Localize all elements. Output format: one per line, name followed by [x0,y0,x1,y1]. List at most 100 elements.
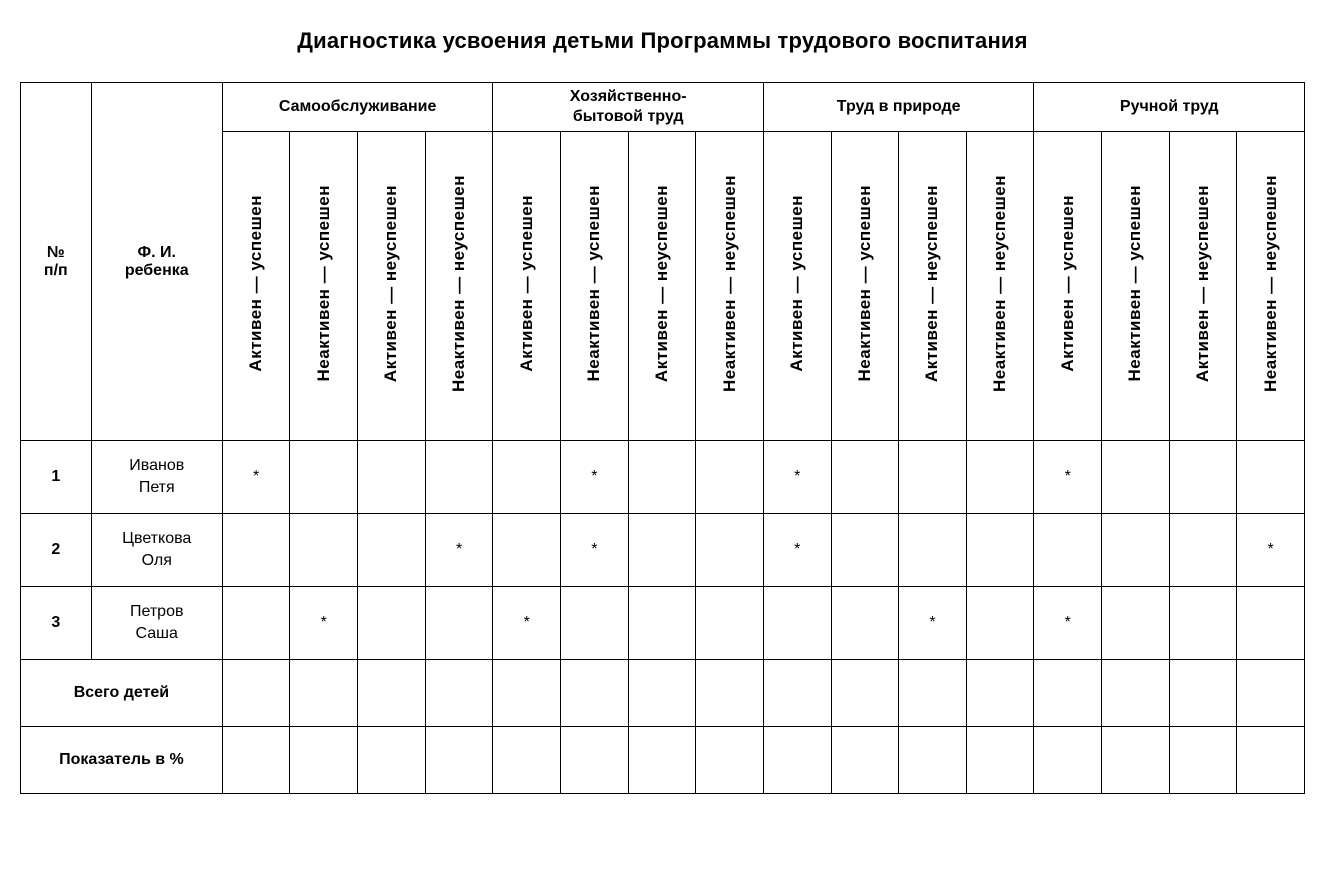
mark-cell [561,587,629,660]
summary-label-total: Всего детей [21,660,223,727]
mark-cell [831,514,899,587]
table-row: 1 Иванов Петя * * * * [21,441,1305,514]
summary-cell [358,727,426,794]
mark-cell [290,514,358,587]
summary-cell [561,660,629,727]
table-row: 3 Петров Саша * * * * [21,587,1305,660]
col-header-name-text: Ф. И. ребенка [125,244,189,279]
sub-header: Активен — неуспешен [358,132,426,441]
mark-cell: * [290,587,358,660]
row-number: 1 [21,441,92,514]
group-header-2: Труд в природе [763,83,1034,132]
col-header-name: Ф. И. ребенка [91,83,222,441]
mark-cell [628,587,696,660]
mark-cell [425,441,493,514]
sub-header-text: Неактивен — неуспешен [449,175,469,392]
summary-cell [1034,727,1102,794]
mark-cell [899,441,967,514]
summary-cell [628,660,696,727]
sub-header: Активен — неуспешен [1169,132,1237,441]
sub-header: Активен — успешен [222,132,290,441]
page-title: Диагностика усвоения детьми Программы тр… [20,28,1305,54]
table-body: 1 Иванов Петя * * * * 2 [21,441,1305,794]
summary-cell [290,660,358,727]
mark-cell: * [1034,441,1102,514]
mark-cell [290,441,358,514]
table-row: 2 Цветкова Оля * * * * [21,514,1305,587]
mark-cell [1102,587,1170,660]
row-number: 2 [21,514,92,587]
mark-cell [628,514,696,587]
summary-cell [561,727,629,794]
row-name-text: Цветкова Оля [122,530,191,569]
group-header-0: Самообслуживание [222,83,493,132]
sub-header-text: Активен — неуспешен [652,185,672,382]
row-name: Иванов Петя [91,441,222,514]
sub-header: Активен — успешен [1034,132,1102,441]
mark-cell [899,514,967,587]
mark-cell [1237,441,1305,514]
summary-cell [831,727,899,794]
mark-cell [1169,587,1237,660]
mark-cell [966,587,1034,660]
col-header-number-text: № п/п [44,244,68,279]
mark-cell: * [222,441,290,514]
sub-header: Активен — успешен [493,132,561,441]
mark-cell [696,587,764,660]
group-header-1: Хозяйственно- бытовой труд [493,83,764,132]
summary-cell [763,660,831,727]
sub-header-text: Неактивен — успешен [584,185,604,381]
row-name: Петров Саша [91,587,222,660]
summary-cell [425,660,493,727]
mark-cell [1102,514,1170,587]
sub-header-text: Неактивен — неуспешен [1261,175,1281,392]
sub-header-text: Неактивен — успешен [314,185,334,381]
mark-cell [1169,441,1237,514]
summary-cell [1237,727,1305,794]
document-page: Диагностика усвоения детьми Программы тр… [0,0,1325,895]
summary-cell [493,660,561,727]
summary-cell [222,660,290,727]
summary-cell [358,660,426,727]
summary-row-total: Всего детей [21,660,1305,727]
sub-header: Неактивен — успешен [1102,132,1170,441]
summary-cell [1169,727,1237,794]
summary-cell [1034,660,1102,727]
summary-cell [493,727,561,794]
mark-cell [1169,514,1237,587]
row-name: Цветкова Оля [91,514,222,587]
sub-header-text: Активен — неуспешен [381,185,401,382]
sub-header-text: Неактивен — успешен [855,185,875,381]
mark-cell: * [1034,587,1102,660]
summary-cell [899,660,967,727]
summary-cell [831,660,899,727]
summary-cell [1169,660,1237,727]
sub-header-text: Активен — успешен [1058,195,1078,372]
sub-header-text: Активен — неуспешен [922,185,942,382]
summary-cell [1102,727,1170,794]
group-header-0-text: Самообслуживание [279,98,437,115]
sub-header-text: Неактивен — успешен [1125,185,1145,381]
mark-cell [831,587,899,660]
mark-cell: * [1237,514,1305,587]
mark-cell [1102,441,1170,514]
mark-cell: * [425,514,493,587]
mark-cell: * [561,514,629,587]
summary-cell [425,727,493,794]
group-header-2-text: Труд в природе [837,98,961,115]
summary-cell [696,727,764,794]
mark-cell [696,514,764,587]
mark-cell [493,441,561,514]
diagnostic-table: № п/п Ф. И. ребенка Самообслуживание Хоз… [20,82,1305,794]
summary-cell [222,727,290,794]
sub-header: Неактивен — успешен [561,132,629,441]
mark-cell [966,514,1034,587]
sub-header: Активен — успешен [763,132,831,441]
sub-header: Неактивен — успешен [290,132,358,441]
mark-cell [493,514,561,587]
mark-cell [1034,514,1102,587]
sub-header: Неактивен — успешен [831,132,899,441]
mark-cell: * [763,441,831,514]
mark-cell: * [899,587,967,660]
sub-header-text: Неактивен — неуспешен [720,175,740,392]
